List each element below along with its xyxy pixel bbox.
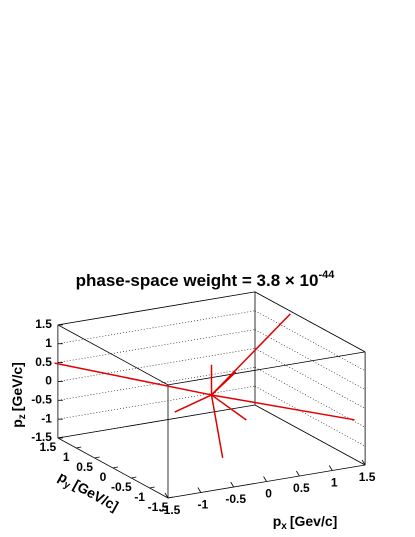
z-tick-label: -1.5: [31, 430, 52, 444]
y-tick: [131, 476, 137, 479]
box-edge: [57, 324, 169, 386]
x-tick-label: 0.5: [293, 481, 310, 495]
y-subscript: y: [62, 479, 73, 492]
y-tick: [167, 496, 174, 499]
z-symbol: p: [9, 419, 25, 428]
z-axis-label: pz [GeV/c]: [9, 362, 28, 428]
track: [211, 394, 355, 421]
y-tick-label: -1.5: [148, 500, 169, 514]
title-exponent: -44: [318, 269, 335, 281]
x-tick: [230, 481, 235, 488]
x-tick: [296, 470, 300, 477]
y-tick-label: 1.5: [40, 440, 57, 454]
box-edge: [57, 404, 256, 439]
x-tick-label: -1.5: [160, 503, 181, 517]
grid-line: [57, 310, 256, 345]
x-tick: [197, 487, 202, 493]
track: [210, 313, 291, 396]
box-edge: [254, 404, 366, 466]
x-unit: [Gev/c]: [290, 513, 337, 529]
z-tick-label: 1: [45, 336, 52, 350]
z-subscript: z: [17, 414, 28, 419]
y-tick: [57, 436, 63, 439]
track: [210, 371, 237, 396]
z-tick-label: 0.5: [35, 355, 52, 369]
track: [174, 394, 212, 413]
track: [54, 362, 212, 396]
x-tick: [328, 465, 333, 471]
track: [210, 394, 224, 459]
y-tick: [76, 446, 82, 449]
y-tick: [94, 456, 100, 459]
x-axis-label: px [Gev/c]: [273, 513, 338, 532]
y-tick-label: 0: [100, 470, 107, 484]
x-tick-label: 0: [265, 487, 272, 501]
box-edge: [254, 291, 366, 353]
z-tick-label: -1: [41, 411, 52, 425]
y-tick-label: 1: [63, 450, 70, 464]
x-tick-label: -1: [198, 498, 209, 512]
grid-line: [254, 348, 366, 409]
x-tick: [263, 476, 267, 482]
grid-line: [57, 348, 256, 382]
grid-line: [254, 310, 366, 372]
grid-line: [57, 329, 256, 363]
z-tick-label: 0: [45, 374, 52, 388]
x-tick: [361, 459, 366, 466]
y-tick: [149, 486, 155, 489]
y-tick: [112, 466, 119, 469]
y-tick-label: -0.5: [111, 480, 132, 494]
z-tick-label: -0.5: [31, 392, 52, 406]
x-symbol: p: [273, 513, 282, 529]
y-tick-label: -1: [134, 490, 145, 504]
y-tick-label: 0.5: [76, 460, 93, 474]
x-tick-label: 1.5: [359, 470, 376, 484]
title-main: phase-space weight = 3.8 × 10: [76, 271, 319, 290]
box-edge: [167, 351, 366, 386]
x-subscript: x: [281, 521, 287, 532]
grid-line: [57, 385, 256, 420]
x-tick-label: 1: [331, 476, 338, 490]
x-tick: [164, 492, 169, 499]
x-tick-label: -0.5: [225, 492, 246, 506]
z-unit: [GeV/c]: [9, 362, 25, 411]
grid-line: [254, 385, 366, 447]
box-edge: [57, 291, 256, 326]
chart-title: phase-space weight = 3.8 × 10-44: [76, 269, 336, 291]
grid-line: [254, 329, 366, 390]
z-tick-label: 1.5: [35, 317, 52, 331]
track: [211, 394, 247, 421]
